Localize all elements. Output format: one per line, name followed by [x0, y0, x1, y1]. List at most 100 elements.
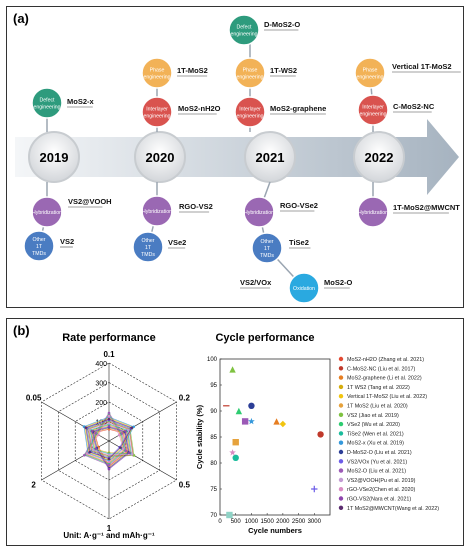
n-2021-other-type-text: 1T: [264, 246, 271, 252]
n-2019-hyb-label: VS2@VOOH: [68, 197, 112, 206]
legend-swatch: [338, 449, 344, 455]
legend-item: rGO-VSe2(Chen et al. 2020): [347, 487, 416, 493]
n-2020-inter-label: MoS2-nH2O: [178, 104, 221, 113]
n-2019-other-label: VS2: [60, 237, 74, 246]
radar-axis-label: 2: [31, 481, 36, 490]
n-2019-defect-circle: [31, 87, 63, 119]
legend-item: VSe2 (Wu et al. 2020): [347, 422, 400, 428]
unit-label: Unit: A·g⁻¹ and mAh·g⁻¹: [63, 531, 155, 540]
radar-point: [126, 428, 130, 432]
panel-b: (b) Rate performance Cycle performance 0…: [6, 318, 464, 546]
n-2021-phase-type-text: Phase: [243, 68, 258, 74]
n-2019-other-circle: [23, 230, 55, 262]
year-circle-2019: [28, 131, 80, 183]
n-2021-other-type-text: TMDs: [260, 253, 274, 259]
n-2019-defect-type-text: engineering: [33, 105, 60, 111]
n-2021-hyb-type-text: Hybridization: [244, 210, 274, 216]
radar-axis-label: 0.2: [179, 394, 191, 403]
n-2021-oxid-circle: [288, 272, 320, 304]
x-tick-label: 1000: [245, 519, 259, 525]
radar-point: [128, 451, 131, 455]
scatter-point: [273, 418, 280, 425]
legend-swatch: [338, 459, 344, 464]
timeline-arrow: [15, 119, 459, 195]
radar-point: [130, 453, 134, 456]
n-2019-other-type-text: TMDs: [32, 251, 46, 257]
y-tick-label: 75: [210, 487, 217, 493]
legend-swatch: [338, 477, 344, 483]
radar-axis-label: 0.05: [26, 394, 42, 403]
legend-item: 1T MoS2 (Liu et al. 2020): [347, 404, 408, 410]
radar-point: [107, 460, 111, 464]
n-2021-defect-type-text: Defect: [237, 25, 253, 31]
scatter-point: [311, 485, 318, 493]
n-2022-inter-label: C-MoS2-NC: [393, 102, 435, 111]
legend-item: MoS2-graphene (Li et al. 2022): [347, 376, 422, 382]
x-axis-label: Cycle numbers: [248, 526, 302, 535]
radar-point: [91, 448, 95, 452]
n-2020-phase-type-text: Phase: [150, 68, 165, 74]
n-2020-hyb-type-text: Hybridization: [142, 209, 172, 215]
radar-point: [83, 453, 86, 457]
legend-item: C-MoS2-NC (Liu et al. 2017): [347, 366, 416, 372]
scatter-point: [248, 417, 255, 425]
year-circle-2022: [353, 131, 405, 183]
n-2020-other-type-text: Other: [142, 238, 155, 244]
radar-point: [107, 463, 111, 467]
n-2022-hyb-circle: [357, 196, 389, 228]
x-tick-label: 0: [218, 519, 222, 525]
scatter-point: [235, 407, 243, 415]
n-2021-phase-circle: [234, 57, 266, 89]
x-tick-label: 2000: [276, 519, 290, 525]
radar-point: [88, 450, 92, 454]
n-2021-defect-type-text: engineering: [230, 32, 257, 38]
n-2020-phase-label: 1T-MoS2: [177, 66, 208, 75]
n-2022-phase-type-text: Phase: [363, 68, 378, 74]
x-tick-label: 3000: [308, 519, 322, 525]
n-2021-extra-label: VS2/VOx: [240, 278, 272, 287]
n-2021-defect-circle: [228, 14, 260, 46]
n-2020-other-label: VSe2: [168, 238, 186, 247]
radar-tick-label: 400: [95, 361, 107, 368]
radar-point: [88, 428, 91, 431]
radar-tick-label: 200: [95, 400, 107, 407]
n-2021-other-label: TiSe2: [289, 238, 309, 247]
scatter-point: [317, 431, 324, 438]
radar-point: [90, 429, 94, 433]
n-2021-hyb-label: RGO-VSe2: [280, 201, 318, 210]
legend-item: D-MoS2-O (Liu et al. 2021): [347, 450, 412, 456]
year-label-2021: 2021: [256, 150, 285, 165]
n-2021-inter-circle: [234, 96, 266, 128]
n-2021-inter-type-text: engineering: [236, 114, 263, 120]
n-2020-other-type-text: 1T: [145, 245, 152, 251]
y-tick-label: 90: [210, 409, 217, 415]
radar-point: [121, 447, 125, 451]
n-2020-inter-type-text: Interlayer: [146, 107, 168, 113]
y-axis-label: Cycle stability (%): [195, 404, 204, 469]
legend-swatch: [338, 505, 344, 510]
n-2019-other-type-text: Other: [33, 237, 46, 243]
legend: MoS2-nH2O (Zhang et al. 2021) C-MoS2-NC (…: [338, 356, 439, 512]
legend-swatch: [338, 403, 344, 408]
radar-axis-label: 0.5: [179, 481, 191, 490]
n-2022-inter-circle: [357, 94, 389, 126]
legend-swatch: [338, 487, 344, 492]
legend-item: MoS2-nH2O (Zhang et al. 2021): [347, 357, 424, 363]
scatter-point: [226, 511, 233, 519]
radar-point: [120, 432, 124, 435]
legend-swatch: [338, 366, 344, 371]
radar-point: [107, 425, 111, 428]
legend-item: VS2@VOOH(Pu et al. 2019): [347, 478, 416, 484]
year-label-2022: 2022: [365, 150, 394, 165]
radar-point: [94, 447, 98, 450]
n-2021-inter-type-text: Interlayer: [239, 107, 261, 113]
scatter-point: [279, 420, 287, 428]
n-2020-phase-type-text: engineering: [143, 75, 170, 81]
radar-point: [124, 449, 128, 453]
n-2020-other-type-text: TMDs: [141, 252, 155, 258]
radar-tick-label: 300: [95, 381, 107, 388]
n-2021-oxid-label: MoS2-O: [324, 278, 353, 287]
legend-swatch: [338, 440, 344, 445]
n-2021-other-circle: [251, 232, 283, 264]
x-tick-label: 2500: [292, 519, 306, 525]
